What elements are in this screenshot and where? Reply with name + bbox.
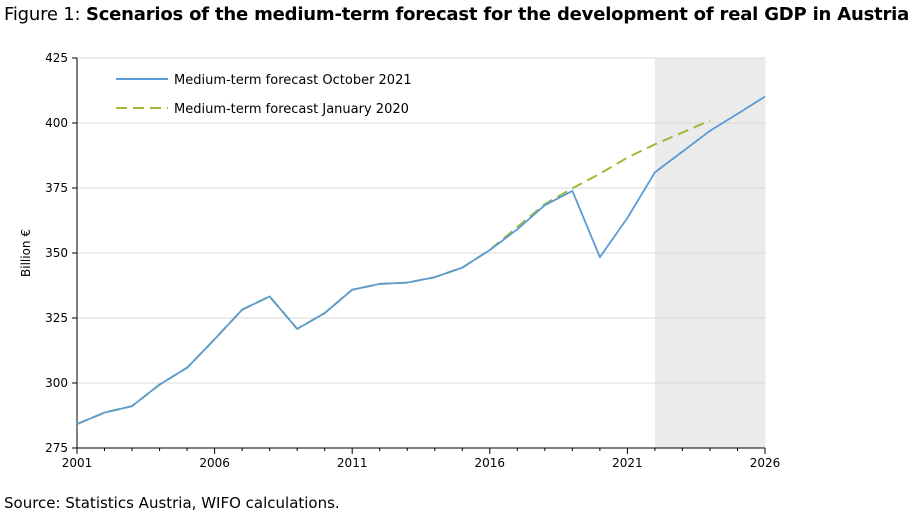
legend-label-january-2020: Medium-term forecast January 2020 (174, 102, 409, 117)
y-tick-label-375: 375 (45, 181, 68, 195)
y-tick-label-400: 400 (45, 116, 68, 130)
x-tick-label-2001: 2001 (62, 456, 93, 470)
x-tick-label-2026: 2026 (750, 456, 781, 470)
source-note: Source: Statistics Austria, WIFO calcula… (4, 494, 340, 512)
title-prefix: Figure 1: (4, 4, 81, 25)
y-axis-label: Billion € (19, 229, 33, 277)
series-line-january-2020 (76, 119, 711, 426)
x-tick-label-2016: 2016 (475, 456, 506, 470)
y-tick-label-350: 350 (45, 246, 68, 260)
x-tick-label-2011: 2011 (337, 456, 368, 470)
chart-title: Figure 1: Scenarios of the medium-term f… (4, 4, 909, 25)
title-main: Scenarios of the medium-term forecast fo… (85, 4, 910, 25)
y-tick-label-275: 275 (45, 441, 68, 455)
y-tick-label-300: 300 (45, 376, 68, 390)
series-line-october-2021 (76, 95, 766, 425)
legend-label-october-2021: Medium-term forecast October 2021 (174, 73, 412, 88)
y-tick-label-425: 425 (45, 51, 68, 65)
x-tick-label-2006: 2006 (199, 456, 230, 470)
y-tick-label-325: 325 (45, 311, 68, 325)
x-tick-label-2021: 2021 (612, 456, 643, 470)
